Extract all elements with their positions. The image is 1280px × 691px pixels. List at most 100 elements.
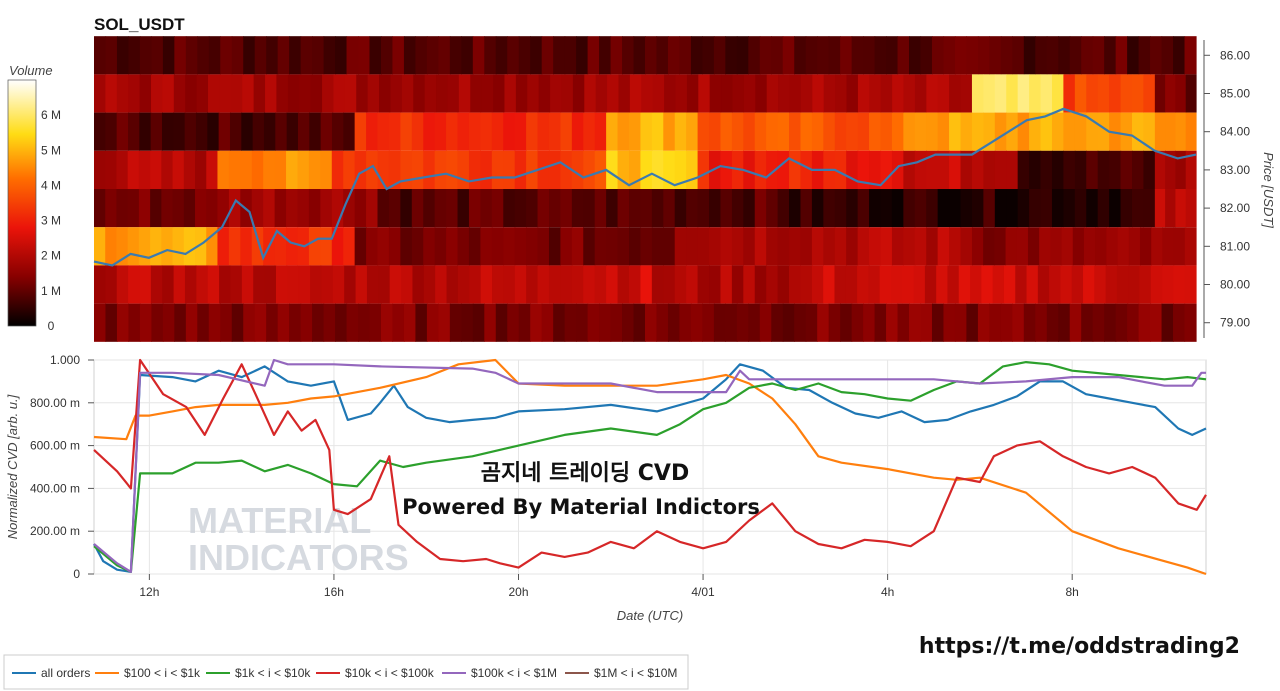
heatmap-cell [150,265,163,304]
colorbar-tick-label: 2 M [41,249,61,263]
heatmap-cell [1074,189,1087,228]
heatmap-cell [366,189,379,228]
heatmap-cell [491,112,504,151]
heatmap-cell [354,112,367,151]
heatmap-cell [667,36,681,75]
heatmap-cell [530,303,543,342]
heatmap-cell [599,36,612,75]
heatmap-cell [1063,189,1076,228]
heatmap-cell [1063,150,1076,189]
heatmap-cell [731,265,744,304]
heatmap-cell [240,227,253,266]
heatmap-cell [518,36,531,75]
heatmap-cell [105,112,118,151]
heatmap-cell [1000,36,1013,75]
heatmap-cell [526,227,539,266]
heatmap-cell [128,112,140,151]
heatmap-cell [971,112,984,151]
legend-label[interactable]: all orders [41,666,90,680]
heatmap-cell [300,303,313,342]
heatmap-cell [868,265,881,304]
heatmap-cell [943,36,956,75]
heatmap-cell [308,189,321,228]
heatmap-cell [380,303,394,342]
heatmap-cell [1060,265,1073,304]
heatmap-cell [1173,36,1186,75]
heatmap-cell [379,74,392,113]
cvd-line-chart: MATERIAL INDICATORS 0 200.00 m 400.00 m 600… [5,353,1207,623]
heatmap-cell [1143,189,1156,228]
telegram-link[interactable]: https://t.me/oddstrading2 [919,634,1240,659]
heatmap-cell [1131,150,1145,189]
heatmap-cell [926,189,939,228]
heatmap-cell [880,150,893,189]
heatmap-cell [208,74,221,113]
heatmap-cell [469,265,482,304]
overlay-subtitle: Powered By Material Indictors [402,495,760,519]
heatmap-cell [495,36,508,75]
legend-label[interactable]: $1k < i < $10k [235,666,311,680]
heatmap-cell [1131,74,1145,113]
heatmap-cell [583,189,596,228]
heatmap-cell [583,265,596,304]
heatmap-cell [1086,150,1099,189]
heatmap-cell [1173,265,1186,304]
heatmap-cell [903,227,916,266]
heatmap-cell [553,36,566,75]
heatmap-cell [94,227,106,266]
heatmap-cell [446,227,459,266]
legend-label[interactable]: $100k < i < $1M [471,666,557,680]
heatmap-cell [640,189,653,228]
x-tick-label: 16h [324,585,344,599]
heatmap-cell [571,227,584,266]
heatmap-cell [480,112,493,151]
heatmap-cell [264,265,277,304]
heatmap-cell [94,189,106,228]
heatmap-cell [297,150,310,189]
heatmap-cell [891,189,904,228]
heatmap-cell [845,265,858,304]
heatmap-cell [1026,265,1039,304]
heatmap-cell [457,227,470,266]
heatmap-cell [526,189,539,228]
heatmap-cell [1162,227,1175,266]
heatmap-cell [491,227,504,266]
heatmap-cell [937,189,950,228]
legend-label[interactable]: $1M < i < $10M [594,666,677,680]
heatmap-cell [880,227,893,266]
heatmap-cell [800,112,813,151]
heatmap-cell [874,303,887,342]
heatmap-cell [507,36,520,75]
heatmap-cell [743,265,756,304]
heatmap-cell [206,189,219,228]
heatmap-cell [1116,265,1129,304]
heatmap-cell [196,74,209,113]
heatmap-cell [231,303,244,342]
heatmap-cell [720,265,733,304]
heatmap-cell [645,36,658,75]
heatmap-cell [491,189,504,228]
heatmap-cell [903,150,916,189]
heatmap-cell [595,74,608,113]
heatmap-cell [1143,74,1156,113]
legend-label[interactable]: $10k < i < $100k [345,666,435,680]
heatmap-cell [401,265,414,304]
heatmap-cell [1035,303,1048,342]
heatmap-cell [503,227,516,266]
heatmap-cell [321,265,334,304]
heatmap-cell [219,74,232,113]
legend-label[interactable]: $100 < i < $1k [124,666,201,680]
heatmap-cell [206,150,219,189]
heatmap-cell [537,227,550,266]
heatmap-cell [220,36,233,75]
heatmap-cell [777,227,790,266]
price-line-layer [93,107,1197,267]
heatmap-cell [411,227,424,266]
heatmap-cell [886,303,899,342]
heatmap-cell [823,74,836,113]
price-tick-label: 79.00 [1220,316,1250,330]
heatmap-cell [541,303,554,342]
heatmap-cell [343,112,356,151]
heatmap-cell [1115,303,1128,342]
heatmap-cell [287,74,300,113]
